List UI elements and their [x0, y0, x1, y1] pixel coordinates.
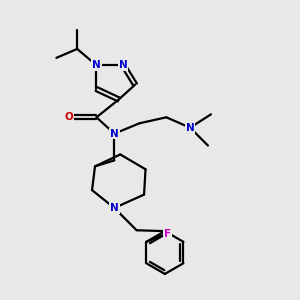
Text: O: O [65, 112, 74, 122]
Text: N: N [110, 203, 119, 213]
Text: N: N [119, 60, 128, 70]
Text: N: N [186, 123, 194, 133]
Text: N: N [110, 129, 119, 139]
Text: N: N [92, 60, 101, 70]
Text: F: F [164, 230, 171, 239]
